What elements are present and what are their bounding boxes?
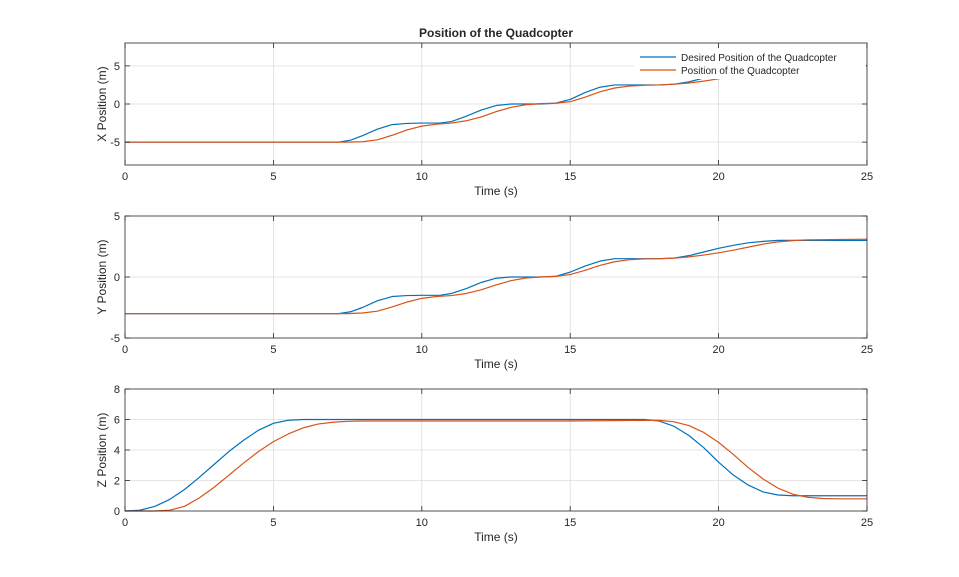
ax1-xtick-label: 10 — [416, 344, 428, 356]
ax0-ytick-label: 5 — [114, 61, 120, 73]
ax1-xtick-label: 25 — [861, 344, 873, 356]
ax1-actual-position-line — [125, 238, 868, 315]
ax1-ylabel: Y Position (m) — [95, 239, 109, 314]
ax1-ytick-label: -5 — [110, 333, 120, 345]
ax2-xtick-label: 20 — [712, 517, 724, 529]
ax0-xtick-label: 25 — [861, 171, 873, 183]
ax1-xtick-label: 0 — [122, 344, 128, 356]
ax0-xtick-label: 15 — [564, 171, 576, 183]
legend-label-desired: Desired Position of the Quadcopter — [681, 53, 837, 64]
ax2-desired-position-line — [124, 418, 867, 512]
ax2-xtick-label: 5 — [270, 517, 276, 529]
ax2-xtick-label: 25 — [861, 517, 873, 529]
ax0-xtick-label: 20 — [712, 171, 724, 183]
figure-title: Position of the Quadcopter — [419, 26, 573, 40]
ax0-ytick-label: -5 — [110, 137, 120, 149]
legend-box — [634, 49, 866, 79]
ax0-ytick-label: 0 — [114, 99, 120, 111]
ax2-ytick-label: 6 — [114, 415, 120, 427]
ax2-xtick-label: 0 — [122, 517, 128, 529]
ax0-ylabel: X Position (m) — [95, 66, 109, 141]
ax2-ylabel: Z Position (m) — [95, 413, 109, 488]
ax2-ytick-label: 2 — [114, 476, 120, 488]
ax2-actual-position-line — [125, 419, 867, 512]
ax1-xtick-label: 5 — [270, 344, 276, 356]
ax0-xlabel: Time (s) — [474, 184, 518, 198]
legend-label-actual: Position of the Quadcopter — [681, 66, 800, 77]
ax1-ytick-label: 5 — [114, 211, 120, 223]
ax1-xlabel: Time (s) — [474, 357, 518, 371]
ax0-xtick-label: 10 — [416, 171, 428, 183]
legend: Desired Position of the Quadcopter Posit… — [634, 49, 866, 79]
ax1-ytick-label: 0 — [114, 272, 120, 284]
z-position-axes: 0 5 10 15 20 25 0 2 4 6 8 Time (s) Z Position (m) — [95, 384, 873, 544]
ax2-xtick-label: 10 — [416, 517, 428, 529]
ax2-ytick-label: 4 — [114, 445, 120, 457]
ax1-xtick-label: 20 — [712, 344, 724, 356]
ax0-xtick-label: 0 — [122, 171, 128, 183]
ax2-ytick-label: 0 — [114, 506, 120, 518]
ax2-xlabel: Time (s) — [474, 530, 518, 544]
ax0-xtick-label: 5 — [270, 171, 276, 183]
ax1-xtick-label: 15 — [564, 344, 576, 356]
ax2-xtick-label: 15 — [564, 517, 576, 529]
ax2-ytick-label: 8 — [114, 384, 120, 396]
